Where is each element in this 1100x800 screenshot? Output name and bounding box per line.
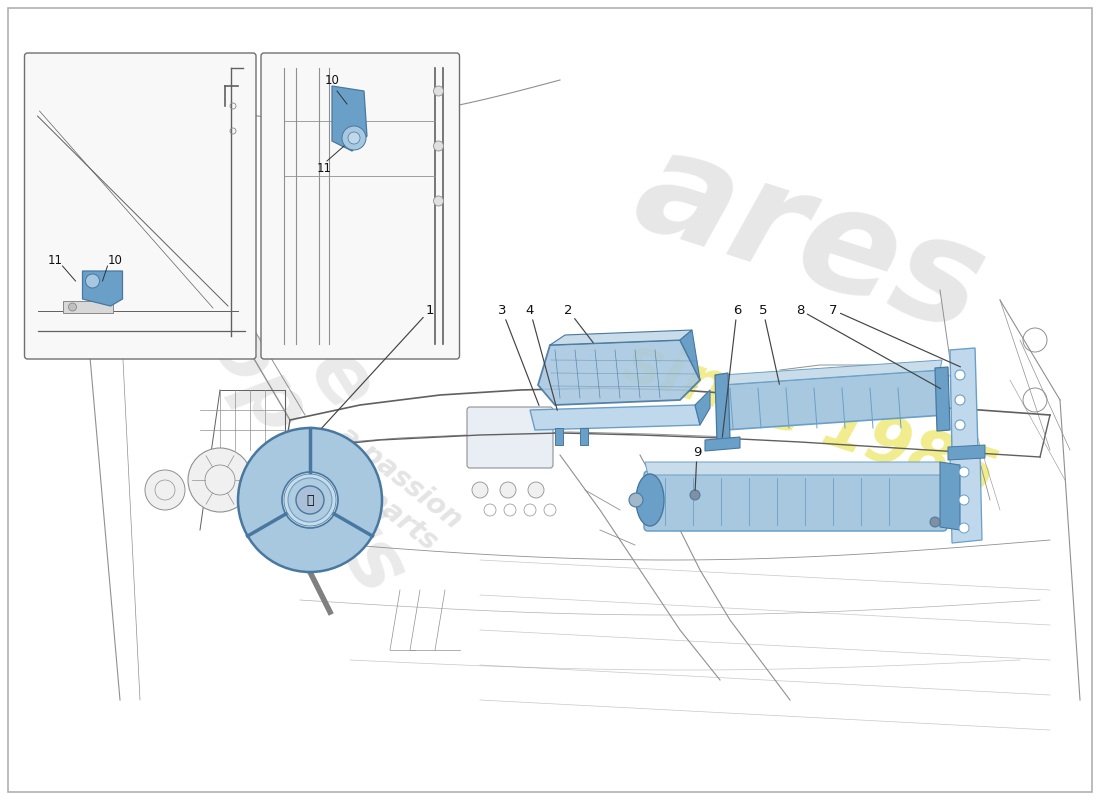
Polygon shape <box>715 373 730 442</box>
Polygon shape <box>580 428 588 445</box>
Text: 7: 7 <box>828 303 960 367</box>
Text: 6: 6 <box>723 303 741 438</box>
Circle shape <box>342 126 366 150</box>
Text: 11: 11 <box>317 162 331 175</box>
Text: 1: 1 <box>322 303 434 428</box>
FancyBboxPatch shape <box>468 407 553 468</box>
Ellipse shape <box>636 474 664 526</box>
Circle shape <box>955 395 965 405</box>
Text: 10: 10 <box>108 254 123 267</box>
FancyBboxPatch shape <box>261 53 460 359</box>
Polygon shape <box>935 367 950 431</box>
Polygon shape <box>705 437 740 451</box>
Circle shape <box>629 493 644 507</box>
Text: a passion
for parts: a passion for parts <box>312 421 468 559</box>
Circle shape <box>472 482 488 498</box>
Text: 10: 10 <box>324 74 340 87</box>
Polygon shape <box>720 360 942 385</box>
Text: 2: 2 <box>563 303 593 343</box>
Polygon shape <box>950 348 978 453</box>
Circle shape <box>145 470 185 510</box>
Circle shape <box>930 517 940 527</box>
Circle shape <box>959 495 969 505</box>
Polygon shape <box>680 330 700 380</box>
Circle shape <box>68 303 77 311</box>
Text: 3: 3 <box>497 303 539 406</box>
Circle shape <box>955 370 965 380</box>
Polygon shape <box>695 390 710 425</box>
Circle shape <box>955 420 965 430</box>
Polygon shape <box>950 452 982 543</box>
Circle shape <box>188 448 252 512</box>
Circle shape <box>959 523 969 533</box>
Polygon shape <box>538 340 700 405</box>
Polygon shape <box>332 86 367 151</box>
Circle shape <box>433 196 443 206</box>
Circle shape <box>528 482 544 498</box>
FancyBboxPatch shape <box>63 301 112 313</box>
Circle shape <box>288 478 332 522</box>
Circle shape <box>296 486 324 514</box>
Text: 🐴: 🐴 <box>306 494 313 506</box>
Circle shape <box>282 472 338 528</box>
Circle shape <box>238 428 382 572</box>
Polygon shape <box>720 370 945 430</box>
Circle shape <box>348 132 360 144</box>
Text: 8: 8 <box>795 303 940 389</box>
Circle shape <box>433 141 443 151</box>
Polygon shape <box>82 271 122 306</box>
Text: 11: 11 <box>48 254 63 267</box>
Text: e
uroparts: e uroparts <box>139 188 482 612</box>
Circle shape <box>690 490 700 500</box>
Polygon shape <box>948 445 984 460</box>
Circle shape <box>959 467 969 477</box>
Polygon shape <box>530 405 700 430</box>
Text: 4: 4 <box>526 303 558 410</box>
Text: 5: 5 <box>759 303 780 384</box>
Text: since 1985: since 1985 <box>616 330 1003 510</box>
Polygon shape <box>940 462 960 530</box>
Circle shape <box>500 482 516 498</box>
Text: ares: ares <box>619 118 1001 362</box>
Circle shape <box>86 274 99 288</box>
Circle shape <box>433 86 443 96</box>
FancyBboxPatch shape <box>24 53 256 359</box>
Polygon shape <box>550 330 692 345</box>
Text: 9: 9 <box>693 446 701 490</box>
Polygon shape <box>645 462 943 475</box>
FancyBboxPatch shape <box>644 471 947 531</box>
Polygon shape <box>556 428 563 445</box>
